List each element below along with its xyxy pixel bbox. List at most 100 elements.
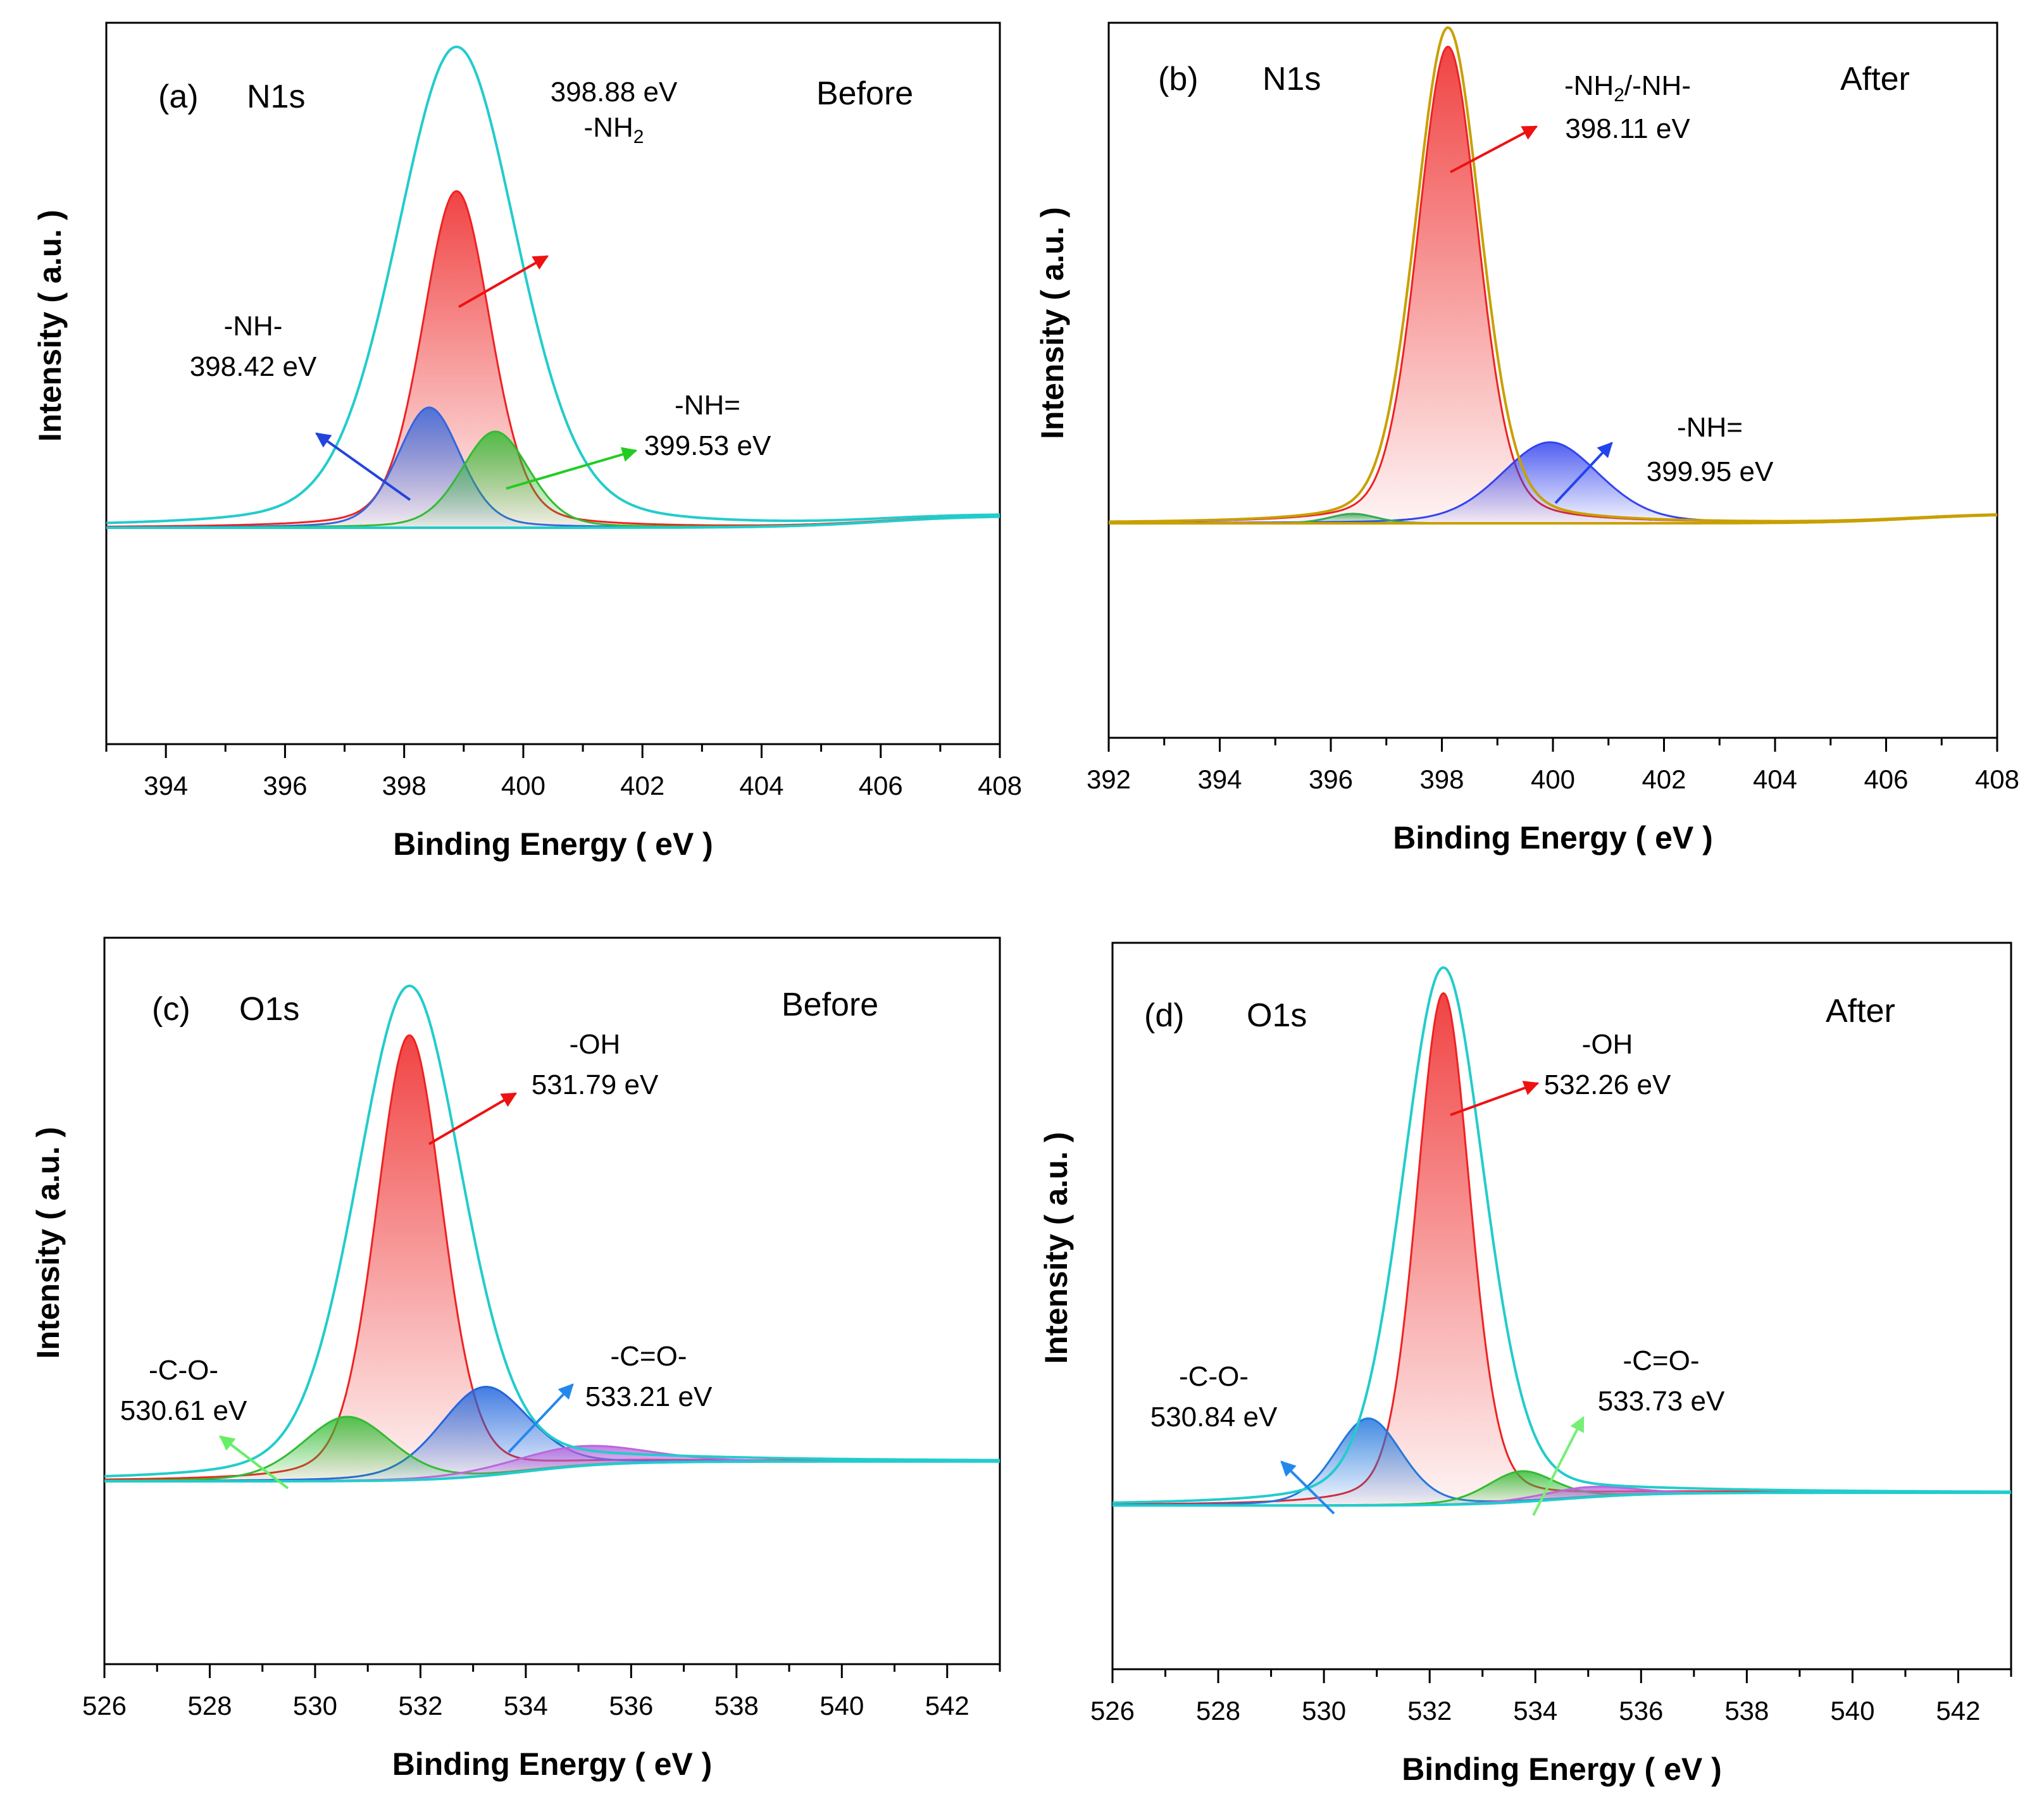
- x-tick-label: 530: [1302, 1696, 1346, 1726]
- x-tick-label: 398: [382, 771, 427, 800]
- x-tick-label: 526: [1090, 1696, 1135, 1726]
- annotation-arrow: [508, 1383, 574, 1453]
- annotation-text: 530.84 eV: [1150, 1402, 1278, 1433]
- annotation-text: 398.11 eV: [1565, 113, 1690, 144]
- element-label: N1s: [1262, 61, 1321, 97]
- element-label: O1s: [239, 991, 299, 1028]
- peak-fill-C-O: [104, 1417, 1000, 1481]
- x-tick-label: 532: [398, 1691, 442, 1720]
- peak-fill-minor: [1112, 1486, 2011, 1506]
- annotation-text: 533.21 eV: [585, 1381, 713, 1412]
- x-tick-label: 540: [1830, 1696, 1874, 1726]
- annotation-arrow: [315, 432, 411, 501]
- x-tick-label: 526: [82, 1691, 127, 1720]
- peak-annotation: -NH= 399.95 eV: [1554, 412, 1774, 504]
- chart-panel-a: 394 396 398 400 402 404 406 408 Binding Energy (…: [32, 22, 1022, 862]
- x-tick-label: 530: [293, 1691, 337, 1720]
- peak-annotation: -C=O- 533.73 eV: [1532, 1345, 1725, 1516]
- y-axis-title: Intensity ( a.u. ): [30, 1127, 66, 1359]
- x-tick-label: 538: [1724, 1696, 1769, 1726]
- x-tick-label: 408: [978, 771, 1022, 800]
- y-axis-title: Intensity ( a.u. ): [32, 209, 68, 442]
- state-label: After: [1840, 61, 1910, 97]
- peak-fill-NH: [106, 432, 1000, 528]
- annotation-arrow: [458, 255, 549, 308]
- curves: [104, 985, 1000, 1483]
- peak-annotation: -NH- 398.42 eV: [190, 311, 411, 501]
- x-axis-title: Binding Energy ( eV ): [1393, 820, 1713, 855]
- annotation-arrow: [219, 1435, 289, 1490]
- annotation-text: 531.79 eV: [532, 1069, 659, 1100]
- x-tick-label: 406: [1864, 764, 1908, 794]
- state-label: Before: [782, 986, 878, 1023]
- annotation-text: -OH: [1582, 1029, 1633, 1060]
- annotation-text: 398.88 eV: [551, 77, 678, 108]
- peak-fill-minor: [104, 1445, 1000, 1481]
- x-tick-label: 404: [739, 771, 783, 800]
- x-tick-label: 394: [1197, 764, 1242, 794]
- chart-panel-d: 526 528 530 532 534 536 538 540 542 Binding Energ…: [1038, 942, 2012, 1787]
- background-line: [1112, 1491, 2011, 1507]
- x-axis-title: Binding Energy ( eV ): [393, 826, 713, 862]
- element-label: N1s: [247, 78, 305, 115]
- x-tick-label: 536: [1619, 1696, 1663, 1726]
- y-axis-title: Intensity ( a.u. ): [1035, 207, 1070, 439]
- annotation-text: -NH2/-NH-: [1564, 70, 1691, 106]
- plot-frame: [1107, 22, 1998, 739]
- plot-frame: [105, 22, 1001, 745]
- x-tick-label: 538: [714, 1691, 759, 1720]
- annotation-text: 533.73 eV: [1598, 1386, 1725, 1417]
- annotation-text: -C-O-: [149, 1355, 218, 1386]
- x-tick-label: 408: [1975, 764, 2019, 794]
- annotation-text: -OH: [570, 1029, 621, 1060]
- annotation-arrow: [1450, 1081, 1540, 1116]
- annotation-arrow: [506, 447, 638, 490]
- x-tick-label: 404: [1753, 764, 1797, 794]
- panel-label: (d): [1144, 997, 1185, 1034]
- curves: [106, 45, 1000, 529]
- annotation-text: 398.42 eV: [190, 351, 317, 382]
- y-axis-title: Intensity ( a.u. ): [1038, 1132, 1074, 1364]
- x-tick-label: 528: [1196, 1696, 1240, 1726]
- x-tick-label: 542: [1936, 1696, 1980, 1726]
- peak-annotation: -NH= 399.53 eV: [506, 390, 771, 490]
- x-tick-label: 402: [620, 771, 664, 800]
- state-label: Before: [816, 75, 913, 112]
- plot-frame: [1111, 942, 2012, 1670]
- x-tick-label: 396: [263, 771, 307, 800]
- annotation-text: 532.26 eV: [1544, 1069, 1671, 1100]
- x-tick-label: 400: [1531, 764, 1575, 794]
- peak-fill-C-O: [1112, 1418, 2011, 1506]
- annotation-text: -NH2: [584, 112, 644, 147]
- x-tick-label: 534: [504, 1691, 548, 1720]
- annotation-text: 399.95 eV: [1647, 456, 1774, 487]
- x-axis-title: Binding Energy ( eV ): [392, 1746, 713, 1782]
- annotation-text: -C=O-: [611, 1341, 687, 1372]
- annotation-arrow: [1532, 1415, 1585, 1516]
- peak-annotation: 398.88 eV -NH2: [458, 77, 678, 308]
- annotation-arrow: [428, 1092, 518, 1145]
- background-line: [106, 515, 1000, 529]
- panel-label: (a): [158, 78, 199, 115]
- envelope-line: [104, 985, 1000, 1477]
- annotation-text: -C=O-: [1623, 1345, 1700, 1376]
- panel-label: (c): [152, 991, 190, 1028]
- x-axis-title: Binding Energy ( eV ): [1402, 1751, 1722, 1787]
- x-tick-label: 396: [1309, 764, 1353, 794]
- curves: [1109, 26, 1997, 525]
- plot-frame: [103, 936, 1001, 1665]
- state-label: After: [1826, 993, 1895, 1030]
- envelope-line: [106, 45, 1000, 525]
- annotation-text: -NH=: [675, 390, 740, 421]
- chart-panel-b: 392 394 396 398 400 402 404 406 408 Binding Energ…: [1035, 22, 2019, 855]
- x-tick-label: 400: [501, 771, 545, 800]
- peak-annotation: -NH2/-NH- 398.11 eV: [1450, 70, 1691, 173]
- annotation-text: 530.61 eV: [120, 1395, 247, 1426]
- x-tick-label: 540: [819, 1691, 864, 1720]
- annotation-text: -C-O-: [1179, 1361, 1249, 1392]
- peak-annotation: -C=O- 533.21 eV: [508, 1341, 713, 1453]
- x-tick-label: 534: [1513, 1696, 1557, 1726]
- curves: [1112, 966, 2011, 1507]
- peak-fill-C-O: [1112, 1471, 2011, 1506]
